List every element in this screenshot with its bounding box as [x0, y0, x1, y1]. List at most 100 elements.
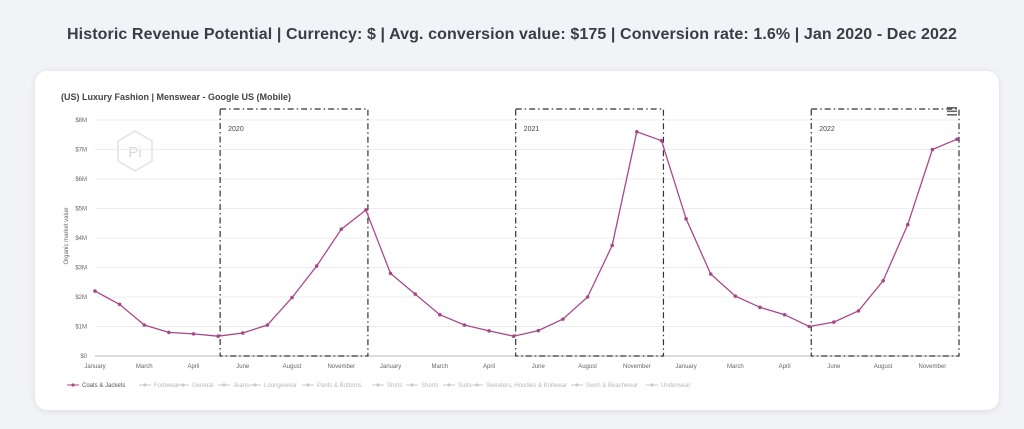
y-tick-label: $4M	[75, 236, 87, 242]
data-point	[388, 271, 393, 276]
legend-item[interactable]: Shorts	[406, 383, 438, 389]
data-point	[438, 312, 442, 317]
data-point	[659, 138, 664, 143]
data-point	[905, 222, 910, 227]
data-point	[413, 292, 417, 296]
year-highlight-box	[810, 108, 960, 357]
data-point	[487, 329, 491, 333]
legend-item[interactable]: Footwear	[139, 383, 179, 389]
chart-title: (US) Luxury Fashion | Menswear - Google …	[61, 92, 291, 102]
legend-marker	[143, 383, 147, 387]
legend-item-label: Underwear	[661, 383, 690, 389]
y-tick-label: $7M	[75, 148, 87, 154]
x-tick-label: April	[483, 364, 495, 370]
x-tick-label: April	[188, 364, 200, 370]
legend-item-label: Jeans	[233, 383, 249, 389]
legend-marker	[447, 383, 451, 387]
data-point	[536, 328, 541, 333]
legend-marker	[475, 383, 479, 387]
y-tick-label: $3M	[75, 266, 87, 272]
x-tick-label: January	[84, 364, 105, 370]
legend-item[interactable]: Jeans	[218, 383, 249, 389]
data-point	[216, 334, 220, 339]
data-point	[561, 317, 565, 321]
x-axis: January March April June August November Janua…	[84, 355, 957, 370]
x-tick-label: August	[283, 364, 302, 370]
data-point	[930, 147, 935, 152]
chart-card: (US) Luxury Fashion | Menswear - Google …	[35, 71, 999, 410]
legend-item[interactable]: Pants & Bottoms	[302, 383, 362, 389]
data-point	[733, 294, 738, 298]
data-point	[635, 130, 639, 134]
y-tick-label: $2M	[75, 295, 87, 301]
legend-marker	[71, 383, 75, 387]
legend-item-label: Loungewear	[264, 383, 297, 389]
data-point	[93, 289, 97, 293]
legend-item[interactable]: Sweaters, Hoodies & Knitwear	[471, 383, 567, 389]
x-tick-label: November	[623, 364, 651, 370]
y-axis-title: Organic market value	[64, 207, 70, 265]
y-tick-label: $5M	[75, 207, 87, 213]
legend-marker	[222, 383, 226, 387]
legend-marker	[376, 383, 380, 387]
legend-item[interactable]: Underwear	[646, 383, 690, 389]
grid-lines	[95, 119, 957, 357]
y-tick-label: $8M	[75, 118, 87, 124]
x-tick-label: January	[675, 364, 696, 370]
series-line	[94, 130, 958, 337]
x-tick-label: March	[136, 364, 153, 370]
legend-item[interactable]: Loungewear	[249, 383, 297, 389]
data-point	[240, 331, 245, 335]
data-point	[314, 264, 319, 268]
legend-marker	[306, 383, 310, 387]
series-lines	[93, 130, 959, 339]
year-highlight-label: 2022	[819, 126, 835, 133]
data-point	[290, 295, 294, 300]
x-tick-label: August	[874, 364, 893, 370]
legend-item-label: Swim & Beachwear	[586, 383, 638, 389]
y-axis: $0 $1M $2M $3M $4M $5M $6M $7M $8M	[75, 118, 87, 360]
data-point	[511, 334, 516, 339]
legend-item-label: Sweaters, Hoodies & Knitwear	[486, 383, 567, 389]
data-point	[881, 278, 885, 283]
x-tick-label: November	[327, 364, 355, 370]
line-chart: (US) Luxury Fashion | Menswear - Google …	[61, 92, 960, 389]
data-point	[684, 217, 688, 221]
y-tick-label: $1M	[75, 325, 87, 331]
y-tick-label: $6M	[75, 177, 87, 183]
x-tick-label: June	[827, 364, 841, 370]
data-point	[807, 324, 812, 329]
chart-menu-icon[interactable]	[947, 107, 957, 116]
year-highlight-label: 2020	[228, 126, 244, 133]
legend-marker	[181, 383, 185, 387]
data-point	[462, 323, 467, 327]
year-highlight-box	[515, 108, 665, 357]
data-point	[191, 332, 196, 336]
x-tick-label: April	[779, 364, 791, 370]
x-tick-label: August	[578, 364, 597, 370]
year-highlights: 2020 2021 2022	[219, 108, 960, 357]
data-point	[708, 272, 713, 276]
x-tick-label: January	[380, 364, 401, 370]
legend-item-label: General	[192, 383, 213, 389]
data-point	[832, 320, 836, 324]
legend-item-label: Shirts	[387, 383, 402, 389]
legend-item[interactable]: Swim & Beachwear	[571, 383, 638, 389]
data-point	[856, 309, 861, 313]
year-highlight-label: 2021	[524, 126, 540, 133]
data-point	[610, 243, 614, 248]
x-tick-label: March	[727, 364, 744, 370]
x-tick-label: June	[236, 364, 250, 370]
legend-item[interactable]: General	[177, 383, 213, 389]
year-highlight-box	[219, 108, 369, 357]
legend-item[interactable]: Suits	[443, 383, 471, 389]
data-point	[585, 295, 590, 299]
legend-item[interactable]: Coats & Jackets	[67, 383, 125, 389]
data-point	[758, 305, 762, 310]
data-point	[167, 330, 171, 335]
watermark-logo-text: Pi	[128, 144, 141, 161]
legend-marker	[575, 383, 579, 387]
data-point	[782, 312, 787, 317]
x-tick-label: March	[431, 364, 448, 370]
legend-item[interactable]: Shirts	[372, 383, 402, 389]
